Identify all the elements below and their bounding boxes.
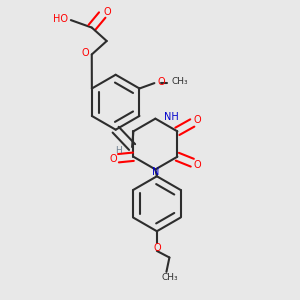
Text: O: O xyxy=(104,7,111,17)
Text: O: O xyxy=(81,48,89,58)
Text: NH: NH xyxy=(164,112,178,122)
Text: CH₃: CH₃ xyxy=(172,77,189,86)
Text: HO: HO xyxy=(53,14,68,24)
Text: O: O xyxy=(194,115,202,125)
Text: N: N xyxy=(152,167,159,177)
Text: CH₃: CH₃ xyxy=(162,273,178,282)
Text: O: O xyxy=(194,160,202,170)
Text: O: O xyxy=(109,154,117,164)
Text: O: O xyxy=(153,243,161,253)
Text: O: O xyxy=(157,77,165,87)
Text: H: H xyxy=(115,146,122,154)
